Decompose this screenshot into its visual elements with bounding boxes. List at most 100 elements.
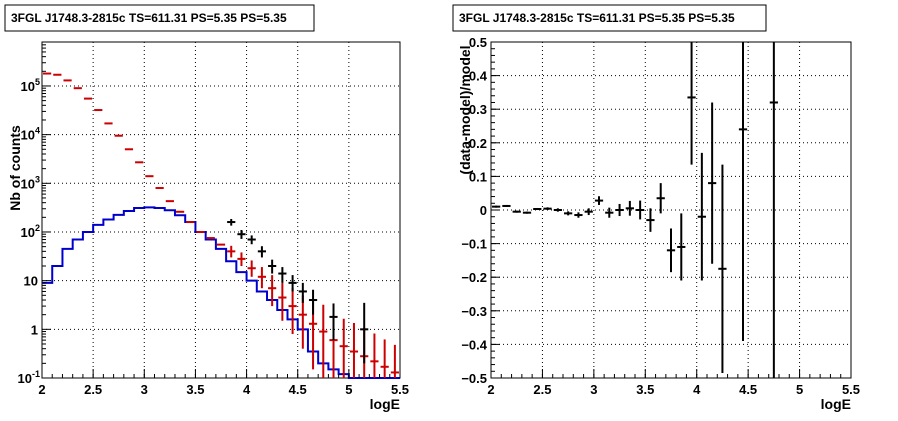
residual-point <box>543 207 552 210</box>
residual-y-tick-label: 0.4 <box>469 69 488 84</box>
data-point <box>329 303 338 341</box>
residual-title-box: 3FGL J1748.3-2815c TS=611.31 PS=5.35 PS=… <box>452 4 767 32</box>
data-point <box>247 235 256 245</box>
residual-x-tick-label: 2.5 <box>533 382 551 397</box>
residual-y-tick-label: −0.2 <box>461 270 487 285</box>
counts-x-tick-label: 5.5 <box>391 382 409 397</box>
residual-point <box>605 207 614 218</box>
counts-chart: 2 2.5 3 3.5 4 4.5 5 5.5 10-1 1 10 102 103 104 105 3FGL… <box>4 4 409 412</box>
counts-data <box>42 72 400 379</box>
counts-y-tick-label: 104 <box>21 126 40 143</box>
residual-x-tick-label: 4.5 <box>739 382 757 397</box>
residual-point <box>677 213 686 281</box>
data-point <box>288 275 297 292</box>
counts-x-tick-label: 4.5 <box>289 382 307 397</box>
residual-point <box>738 42 748 342</box>
counts-title-box: 3FGL J1748.3-2815c TS=611.31 PS=5.35 PS=… <box>4 4 315 32</box>
model-histogram-line <box>42 206 400 379</box>
residual-chart: 2 2.5 3 3.5 4 4.5 5 5.5 0.5 0.4 0.3 0.2 0.1 0 −0.1 −0.2… <box>452 4 860 412</box>
total-model-point <box>298 295 307 349</box>
residual-point <box>512 210 521 213</box>
residual-point <box>553 208 562 212</box>
data-point <box>257 246 267 258</box>
residual-title: 3FGL J1748.3-2815c TS=611.31 PS=5.35 PS=… <box>459 11 735 25</box>
counts-title: 3FGL J1748.3-2815c TS=611.31 PS=5.35 PS=… <box>11 11 287 25</box>
residual-y-tick-label: −0.1 <box>461 237 487 252</box>
total-model-point <box>247 260 256 277</box>
data-point <box>278 267 287 283</box>
residual-point <box>718 164 727 373</box>
residual-point <box>564 211 573 216</box>
data-point <box>298 282 307 303</box>
counts-y-tick-label: 105 <box>21 77 40 94</box>
residual-x-tick-label: 2 <box>487 382 494 397</box>
data-point <box>227 218 236 226</box>
total-model-point <box>288 288 297 335</box>
counts-y-tick-label: 10 <box>24 274 38 289</box>
data-point <box>268 259 277 274</box>
residual-point <box>584 208 593 216</box>
residual-x-tick-label: 5 <box>796 382 803 397</box>
counts-x-tick-label: 3.5 <box>186 382 204 397</box>
residual-point <box>708 102 717 264</box>
data-point <box>237 229 246 239</box>
counts-x-axis-label: logE <box>370 396 400 412</box>
residual-y-tick-label: −0.5 <box>461 371 487 386</box>
counts-x-tick-label: 4 <box>243 382 251 397</box>
counts-x-tick-label: 2.5 <box>84 382 102 397</box>
counts-x-tick-label: 5 <box>345 382 352 397</box>
residual-grid <box>491 42 851 378</box>
total-model-point <box>237 252 246 266</box>
residual-y-tick-label: 0.3 <box>469 102 487 117</box>
data-point <box>360 302 369 364</box>
residual-x-tick-label: 3.5 <box>636 382 654 397</box>
residual-point <box>522 211 532 214</box>
residual-data <box>492 42 778 378</box>
residual-point <box>615 203 624 217</box>
residual-y-tick-label: −0.3 <box>461 304 487 319</box>
total-model-point <box>278 282 287 321</box>
total-model-point <box>339 318 348 378</box>
counts-y-tick-label: 103 <box>21 174 40 191</box>
total-model-point <box>390 344 399 378</box>
residual-y-tick-label: 0 <box>480 203 487 218</box>
total-model-point <box>227 245 236 258</box>
residual-point <box>533 207 542 210</box>
residual-point <box>492 205 501 208</box>
residual-point <box>646 208 655 232</box>
data-point <box>308 289 318 315</box>
residual-x-tick-label: 4 <box>693 382 701 397</box>
residual-point <box>574 212 583 218</box>
counts-ticks: 2 2.5 3 3.5 4 4.5 5 5.5 10-1 1 10 102 103 104 105 <box>18 44 409 397</box>
counts-y-tick-label: 10-1 <box>18 369 40 386</box>
residual-point <box>625 200 634 216</box>
counts-y-axis-label: Nb of counts <box>7 125 23 211</box>
residual-x-tick-label: 3 <box>590 382 597 397</box>
residual-y-axis-label: (data-model)/model <box>457 45 473 174</box>
counts-y-tick-label: 1 <box>31 322 38 337</box>
residual-y-tick-label: 0.1 <box>469 169 487 184</box>
residual-point <box>769 42 778 378</box>
counts-x-tick-label: 2 <box>38 382 45 397</box>
residual-point <box>687 42 696 165</box>
residual-y-tick-label: 0.2 <box>469 136 487 151</box>
residual-x-tick-label: 5.5 <box>842 382 860 397</box>
residual-y-tick-label: 0.5 <box>469 35 487 50</box>
total-model-point <box>380 339 389 378</box>
counts-x-tick-label: 3 <box>141 382 148 397</box>
residual-point <box>594 196 604 205</box>
total-model-point <box>268 275 277 307</box>
total-model-point <box>257 267 267 289</box>
total-model-point <box>370 333 379 378</box>
total-model-point <box>319 304 328 378</box>
residual-point <box>697 152 706 281</box>
counts-y-tick-label: 102 <box>21 223 40 240</box>
counts-plot-area <box>41 41 401 379</box>
residual-y-tick-label: −0.4 <box>461 337 487 352</box>
residual-point <box>656 183 665 214</box>
residual-point <box>666 228 676 273</box>
residual-point <box>636 200 645 220</box>
counts-grid <box>42 42 400 378</box>
total-model-point <box>349 322 359 378</box>
